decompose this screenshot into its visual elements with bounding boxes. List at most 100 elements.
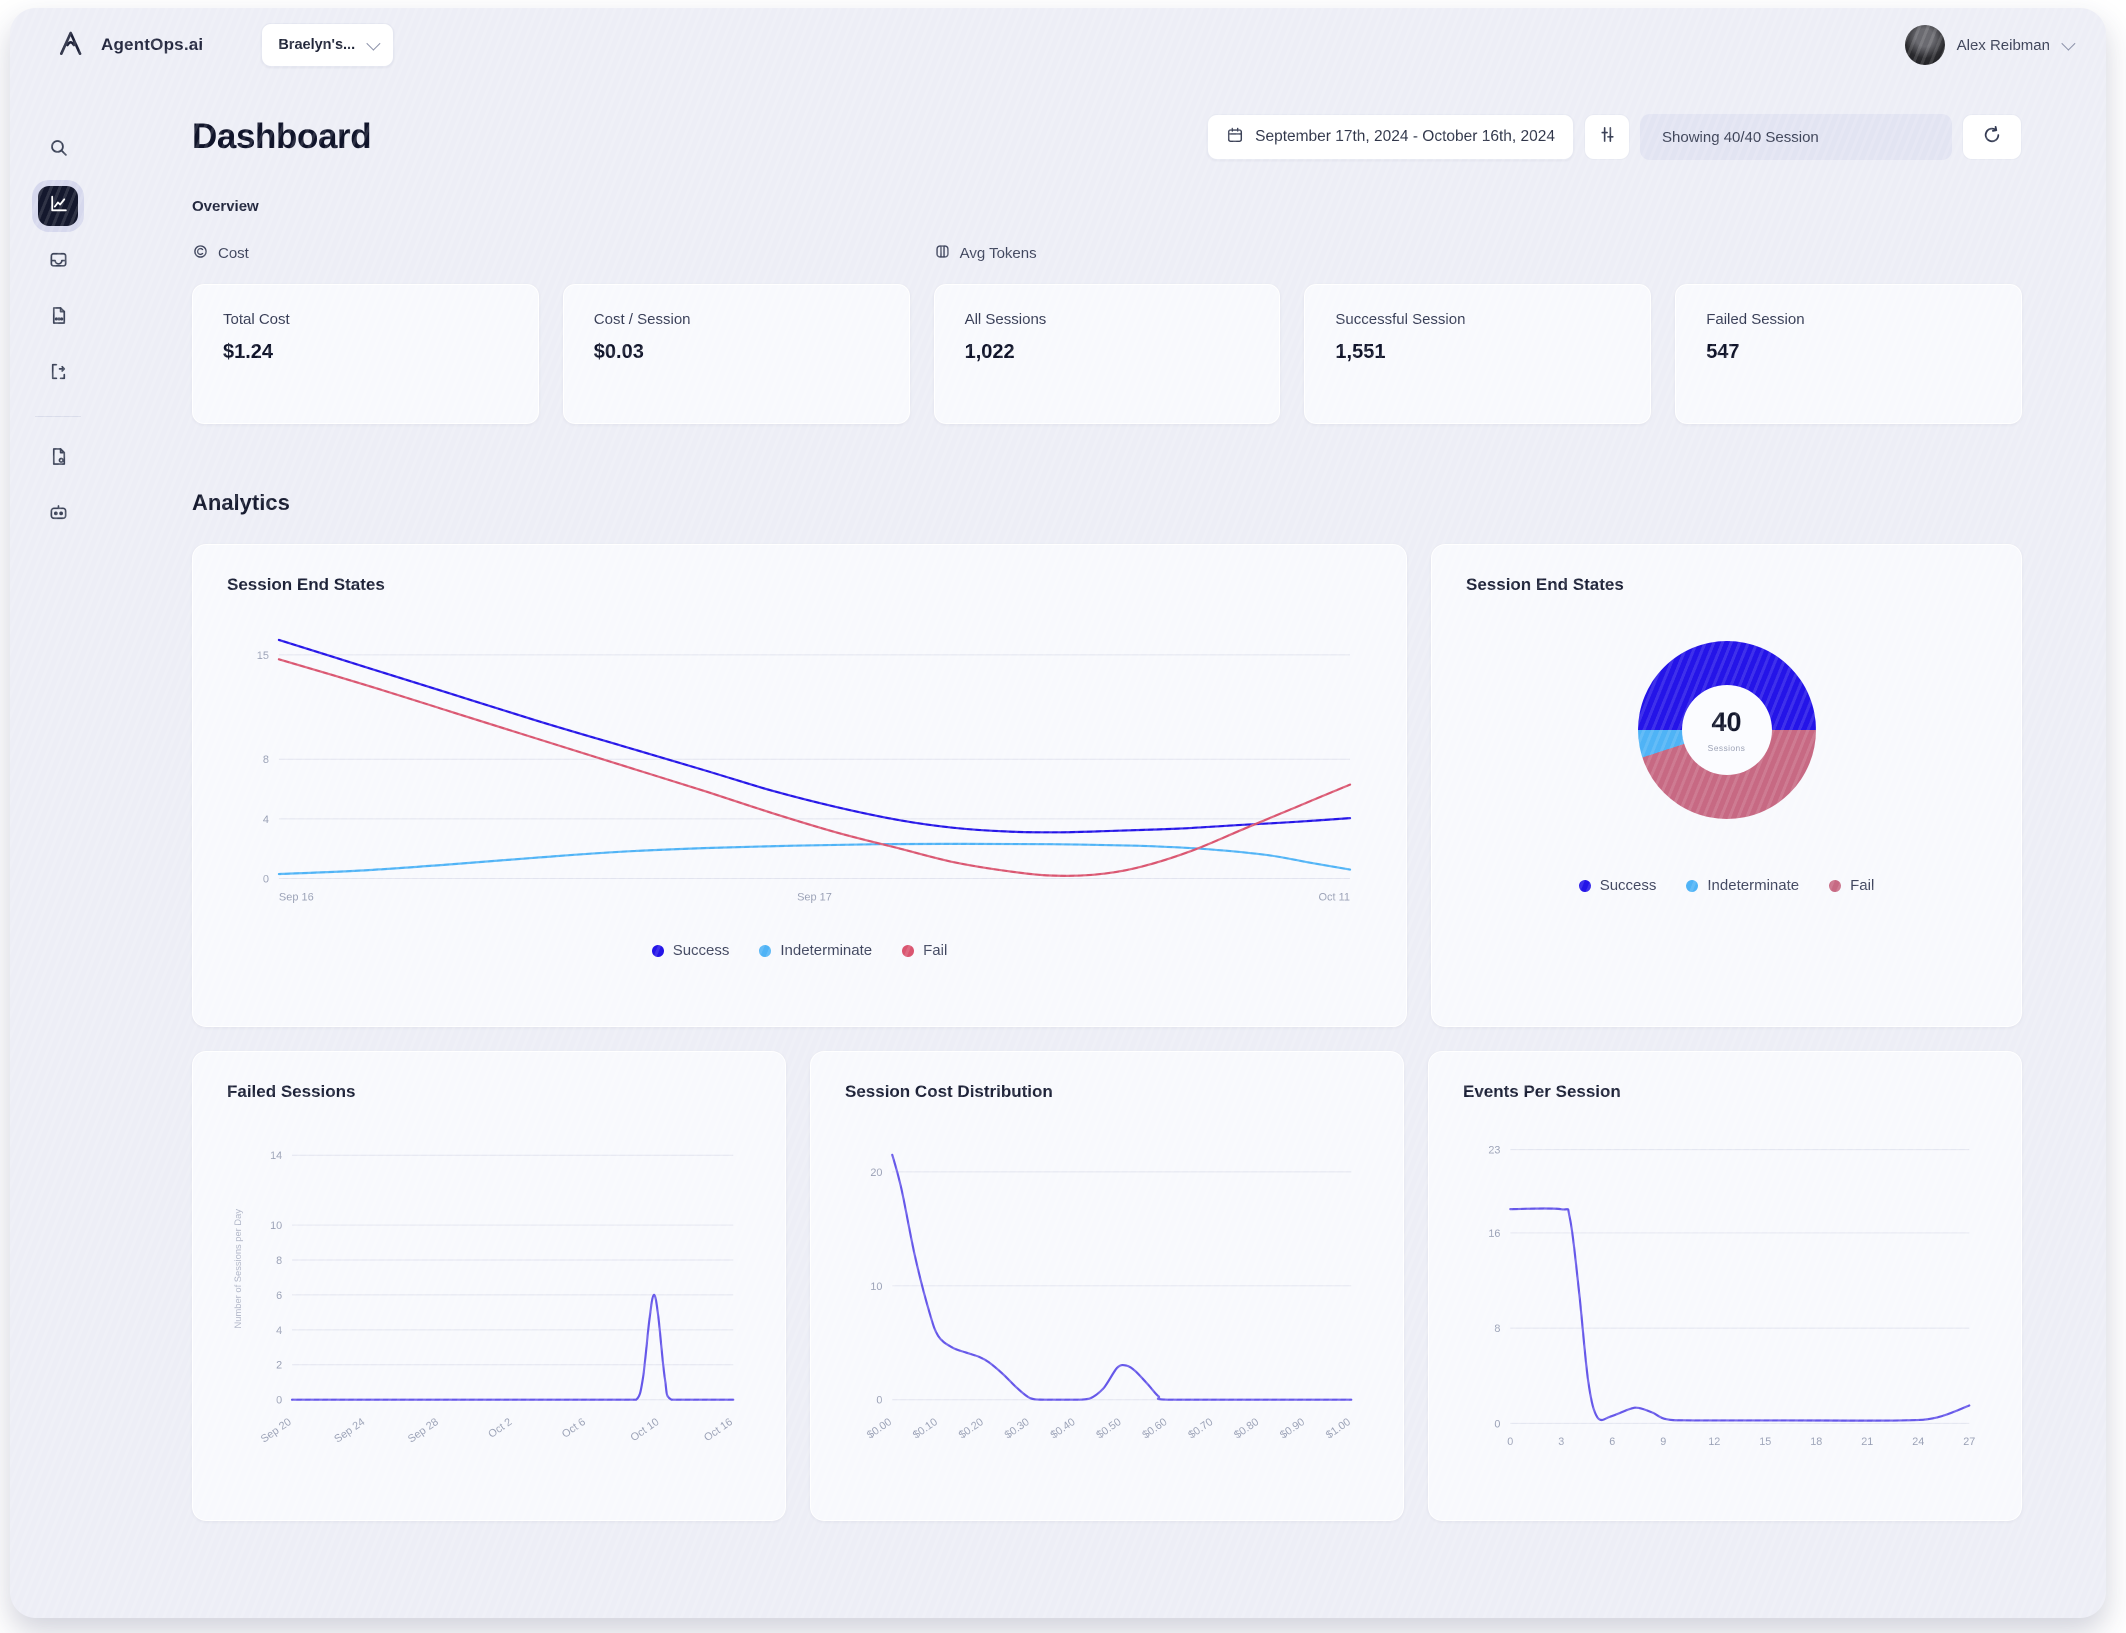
svg-text:$0.40: $0.40 [1049, 1416, 1078, 1441]
chart-legend: Success Indeterminate Fail [227, 942, 1372, 959]
sidebar-item-traces[interactable] [38, 354, 78, 394]
metric-tab-avg-tokens[interactable]: Avg Tokens [934, 243, 1281, 264]
session-filter-status: Showing 40/40 Session [1640, 114, 1952, 160]
avatar [1904, 25, 1945, 65]
svg-text:Oct 16: Oct 16 [702, 1416, 735, 1444]
svg-text:8: 8 [276, 1255, 282, 1267]
traces-bracket-icon [48, 361, 69, 387]
chart-card-events-per-session: Events Per Session 0 8 16 23 0 3 6 9 12 15 18 21 24 2… [1428, 1051, 2022, 1521]
svg-text:10: 10 [270, 1220, 282, 1232]
svg-text:Number of Sessions per Day: Number of Sessions per Day [233, 1209, 243, 1329]
stat-value: $1.24 [223, 341, 274, 363]
svg-text:8: 8 [1494, 1323, 1500, 1335]
chevron-down-icon [2061, 36, 2076, 51]
stat-value: 1,551 [1335, 341, 1386, 363]
stat-card-all-sessions: All Sessions 1,022 [933, 284, 1281, 424]
svg-text:0: 0 [1494, 1418, 1500, 1430]
app-window: AgentOps.ai Braelyn's... Alex Reibman [10, 8, 2106, 1618]
sliders-icon [1598, 125, 1617, 149]
svg-text:$0.20: $0.20 [957, 1416, 986, 1441]
sidebar-divider [35, 416, 81, 417]
date-range-picker[interactable]: September 17th, 2024 - October 16th, 202… [1207, 114, 1574, 160]
chart-legend: Success Indeterminate Fail [1466, 877, 1987, 894]
brand-name: AgentOps.ai [101, 35, 204, 54]
sidebar-item-docs[interactable] [38, 439, 78, 479]
sidebar [10, 82, 106, 1549]
sidebar-item-sdk[interactable] [38, 298, 78, 338]
svg-text:0: 0 [876, 1395, 882, 1407]
search-icon [48, 137, 69, 163]
svg-text:Sep 16: Sep 16 [279, 891, 314, 903]
user-menu[interactable]: Alex Reibman [1904, 25, 2076, 65]
sidebar-item-playground[interactable] [38, 495, 78, 535]
svg-text:$0.60: $0.60 [1140, 1416, 1169, 1441]
failed-sessions-chart: 0 2 4 6 8 10 14 Sep 20 Sep 24 Sep 28 Oct 2 Oct 6 Oct… [233, 1150, 735, 1446]
svg-text:$0.70: $0.70 [1186, 1416, 1215, 1441]
legend-item: Fail [1829, 877, 1874, 894]
svg-text:21: 21 [1861, 1436, 1873, 1448]
chart-card-session-end-states-line: Session End States 0 4 8 15 Sep 16 Sep 17 Oct … [192, 544, 1407, 1027]
svg-text:0: 0 [1507, 1436, 1513, 1448]
page-title: Dashboard [192, 117, 372, 156]
svg-text:15: 15 [257, 650, 269, 662]
svg-text:$0.00: $0.00 [865, 1416, 894, 1441]
workspace-selector[interactable]: Braelyn's... [261, 23, 395, 67]
agentops-logo-icon [56, 27, 88, 64]
svg-text:6: 6 [276, 1290, 282, 1302]
session-end-states-line-chart: 0 4 8 15 Sep 16 Sep 17 Oct 11 [257, 638, 1352, 903]
svg-text:10: 10 [870, 1281, 882, 1293]
svg-text:20: 20 [870, 1167, 882, 1179]
svg-text:$1.00: $1.00 [1324, 1416, 1353, 1441]
svg-text:$0.80: $0.80 [1232, 1416, 1261, 1441]
svg-text:Sep 24: Sep 24 [332, 1416, 367, 1446]
svg-text:$0.50: $0.50 [1094, 1416, 1123, 1441]
svg-text:8: 8 [263, 754, 269, 766]
svg-text:Oct 6: Oct 6 [560, 1416, 588, 1441]
svg-text:4: 4 [276, 1325, 282, 1337]
svg-text:$0.30: $0.30 [1003, 1416, 1032, 1441]
svg-text:$0.10: $0.10 [911, 1416, 940, 1441]
refresh-button[interactable] [1962, 114, 2022, 160]
workspace-name: Braelyn's... [278, 37, 356, 53]
legend-item: Fail [902, 942, 947, 959]
chevron-down-icon [366, 36, 381, 51]
date-range-value: September 17th, 2024 - October 16th, 202… [1255, 128, 1555, 145]
stat-value: $0.03 [593, 341, 644, 363]
svg-text:9: 9 [1660, 1436, 1666, 1448]
overview-heading: Overview [192, 198, 259, 215]
legend-item: Indeterminate [759, 942, 872, 959]
svg-text:15: 15 [1759, 1436, 1771, 1448]
stat-value: 547 [1706, 341, 1740, 363]
analytics-heading: Analytics [192, 490, 290, 515]
svg-text:0: 0 [263, 874, 269, 886]
document-icon [48, 446, 69, 472]
svg-text:12: 12 [1708, 1436, 1720, 1448]
sidebar-item-search[interactable] [38, 130, 78, 170]
donut-center: 40 Sessions [1681, 685, 1772, 775]
svg-text:6: 6 [1609, 1436, 1615, 1448]
user-name: Alex Reibman [1956, 36, 2050, 54]
brand: AgentOps.ai [56, 27, 203, 64]
stat-card-failed-session: Failed Session 547 [1675, 284, 2022, 424]
sessions-drawer-icon [48, 249, 69, 275]
stat-card-total-cost: Total Cost $1.24 [192, 284, 539, 424]
chart-card-session-cost-distribution: Session Cost Distribution 0 10 20 $0.00 $0.1… [810, 1051, 1404, 1521]
svg-text:3: 3 [1558, 1436, 1564, 1448]
metric-tab-cost[interactable]: Cost [192, 243, 539, 264]
stat-card-cost-per-session: Cost / Session $0.03 [562, 284, 910, 424]
stat-value: 1,022 [964, 341, 1015, 363]
svg-text:Oct 10: Oct 10 [628, 1416, 661, 1444]
svg-text:16: 16 [1488, 1228, 1500, 1240]
sidebar-item-dashboard[interactable] [38, 186, 78, 226]
bot-icon [48, 502, 69, 528]
sidebar-item-sessions[interactable] [38, 242, 78, 282]
calendar-icon [1226, 126, 1244, 149]
svg-text:Oct 2: Oct 2 [486, 1416, 514, 1441]
sdk-file-icon [48, 305, 69, 331]
svg-text:0: 0 [276, 1395, 282, 1407]
session-end-states-donut-chart: 40 Sessions [1637, 641, 1816, 819]
session-cost-distribution-chart: 0 10 20 $0.00 $0.10 $0.20 $0.30 $0.40 $0.50 $0.60… [865, 1153, 1353, 1441]
filter-button[interactable] [1584, 114, 1630, 160]
svg-text:24: 24 [1912, 1436, 1924, 1448]
topbar: AgentOps.ai Braelyn's... Alex Reibman [10, 8, 2106, 82]
